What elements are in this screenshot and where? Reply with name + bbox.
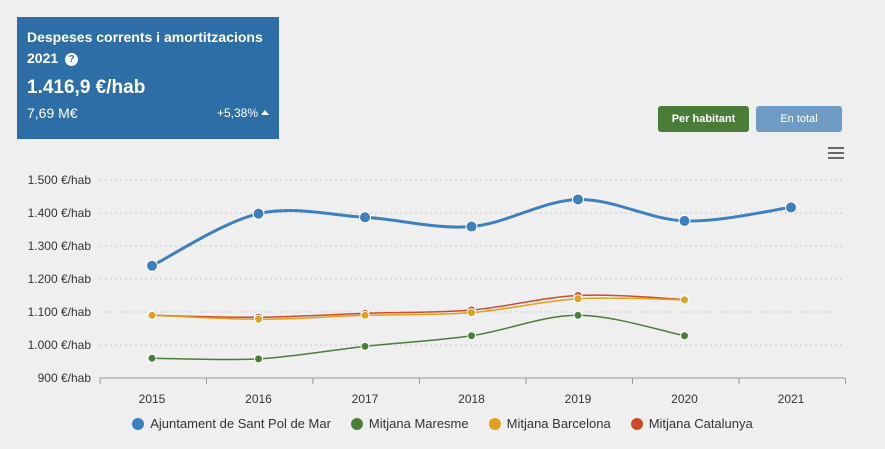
legend-dot-icon (488, 417, 501, 430)
series-line (151, 314, 685, 361)
per-habitant-button[interactable]: Per habitant (658, 106, 749, 132)
legend-item[interactable]: Mitjana Barcelona (488, 416, 611, 431)
help-icon[interactable]: ? (65, 53, 79, 66)
stat-title: Despeses corrents i amortitzacions 2021 … (27, 27, 269, 69)
data-point (785, 201, 797, 214)
stat-value: 1.416,9 €/hab (27, 77, 146, 98)
chart-legend: Ajuntament de Sant Pol de Mar Mitjana Mar… (0, 416, 885, 431)
y-tick-label: 1.200 €/hab (28, 272, 92, 286)
stat-title-text: Despeses corrents i amortitzacions (27, 29, 263, 45)
x-tick-label: 2019 (565, 392, 592, 406)
y-tick-label: 1.400 €/hab (28, 206, 92, 220)
data-point (678, 214, 691, 227)
data-point (146, 259, 158, 272)
x-tick-label: 2015 (139, 392, 166, 406)
stat-total: 7,69 M€ (27, 105, 78, 121)
series-line (151, 197, 792, 268)
series-line (151, 294, 685, 319)
data-point (252, 207, 265, 220)
legend-dot-icon (132, 417, 145, 430)
legend-label: Mitjana Barcelona (506, 416, 611, 431)
data-point (573, 294, 583, 304)
stat-year: 2021 (27, 50, 59, 66)
data-point (467, 308, 476, 318)
x-tick-label: 2021 (778, 392, 805, 406)
data-point (573, 310, 583, 320)
x-tick-label: 2016 (245, 392, 272, 406)
legend-dot-icon (630, 417, 643, 430)
x-tick-label: 2017 (352, 392, 379, 406)
y-tick-label: 900 €/hab (38, 371, 92, 385)
legend-item[interactable]: Mitjana Catalunya (630, 416, 753, 431)
legend-item[interactable]: Mitjana Maresme (350, 416, 469, 431)
triangle-up-icon (261, 110, 269, 115)
series-line (151, 297, 685, 321)
data-point (572, 193, 584, 206)
y-tick-label: 1.100 €/hab (28, 305, 92, 319)
stat-card: Despeses corrents i amortitzacions 2021 … (17, 17, 279, 139)
y-tick-label: 1.300 €/hab (28, 239, 92, 253)
data-point (254, 314, 263, 324)
y-tick-label: 1.000 €/hab (28, 338, 92, 352)
data-point (147, 353, 157, 363)
data-point (147, 310, 157, 320)
data-point (360, 310, 370, 320)
en-total-button[interactable]: En total (756, 106, 842, 132)
x-tick-label: 2020 (671, 392, 698, 406)
data-point (465, 220, 478, 233)
y-tick-label: 1.500 €/hab (28, 173, 92, 187)
stat-row: 7,69 M€ +5,38% (27, 105, 269, 121)
data-point (680, 295, 689, 305)
hamburger-menu-icon[interactable] (828, 147, 844, 159)
legend-label: Mitjana Catalunya (648, 416, 753, 431)
data-point (360, 341, 370, 351)
stat-change: +5,38% (217, 106, 269, 120)
legend-label: Ajuntament de Sant Pol de Mar (150, 416, 331, 431)
legend-dot-icon (350, 417, 363, 430)
legend-item[interactable]: Ajuntament de Sant Pol de Mar (132, 416, 331, 431)
data-point (254, 354, 263, 364)
x-tick-label: 2018 (458, 392, 485, 406)
data-point (680, 331, 689, 341)
data-point (359, 211, 371, 224)
stat-change-value: +5,38% (216, 106, 258, 120)
legend-label: Mitjana Maresme (368, 416, 469, 431)
data-point (467, 331, 476, 341)
